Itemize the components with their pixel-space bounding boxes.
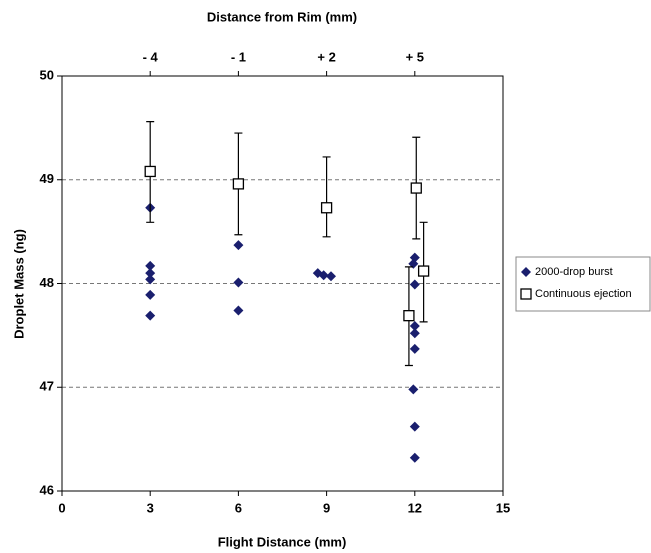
point [409, 343, 420, 354]
point [233, 305, 244, 316]
legend-marker [521, 267, 531, 277]
point [409, 321, 420, 332]
point [409, 421, 420, 432]
legend-box [515, 256, 651, 312]
point [410, 182, 422, 194]
legend-marker [520, 288, 532, 300]
x-tick-label: 9 [323, 500, 330, 515]
point [403, 310, 415, 322]
y-tick-label: 49 [40, 171, 54, 186]
point [318, 270, 329, 281]
error-bar [322, 156, 331, 238]
point [417, 265, 430, 277]
point [232, 178, 245, 190]
x-tick-label: 12 [408, 500, 422, 515]
point [409, 328, 420, 339]
point [320, 202, 333, 214]
point [409, 452, 420, 463]
x2-tick-label: + 5 [406, 49, 424, 64]
x2-axis-title: Distance from Rim (mm) [207, 9, 357, 24]
legend-label: Continuous ejection [535, 288, 632, 300]
point [145, 260, 156, 271]
y-tick-label: 50 [40, 67, 54, 82]
point [233, 240, 244, 251]
point [144, 165, 156, 178]
x2-tick-label: - 1 [231, 49, 246, 64]
point [145, 274, 156, 285]
x2-tick-label: - 4 [143, 49, 159, 64]
legend-label: 2000-drop burst [535, 266, 613, 278]
point [145, 268, 156, 279]
point [233, 277, 244, 288]
point [326, 271, 337, 282]
x-tick-label: 3 [147, 500, 154, 515]
y-axis-title: Droplet Mass (ng) [11, 229, 26, 339]
point [145, 310, 156, 321]
point [409, 279, 420, 290]
plot-border [61, 75, 504, 492]
y-tick-label: 46 [40, 482, 54, 497]
y-tick-label: 48 [40, 275, 54, 290]
point [408, 258, 419, 269]
y-tick-label: 47 [40, 379, 54, 394]
x-tick-label: 0 [58, 500, 65, 515]
point [408, 384, 419, 395]
x2-tick-label: + 2 [317, 49, 335, 64]
x-axis-title: Flight Distance (mm) [218, 534, 347, 549]
x-tick-label: 6 [235, 500, 242, 515]
point [145, 289, 156, 300]
x-tick-label: 15 [496, 500, 510, 515]
